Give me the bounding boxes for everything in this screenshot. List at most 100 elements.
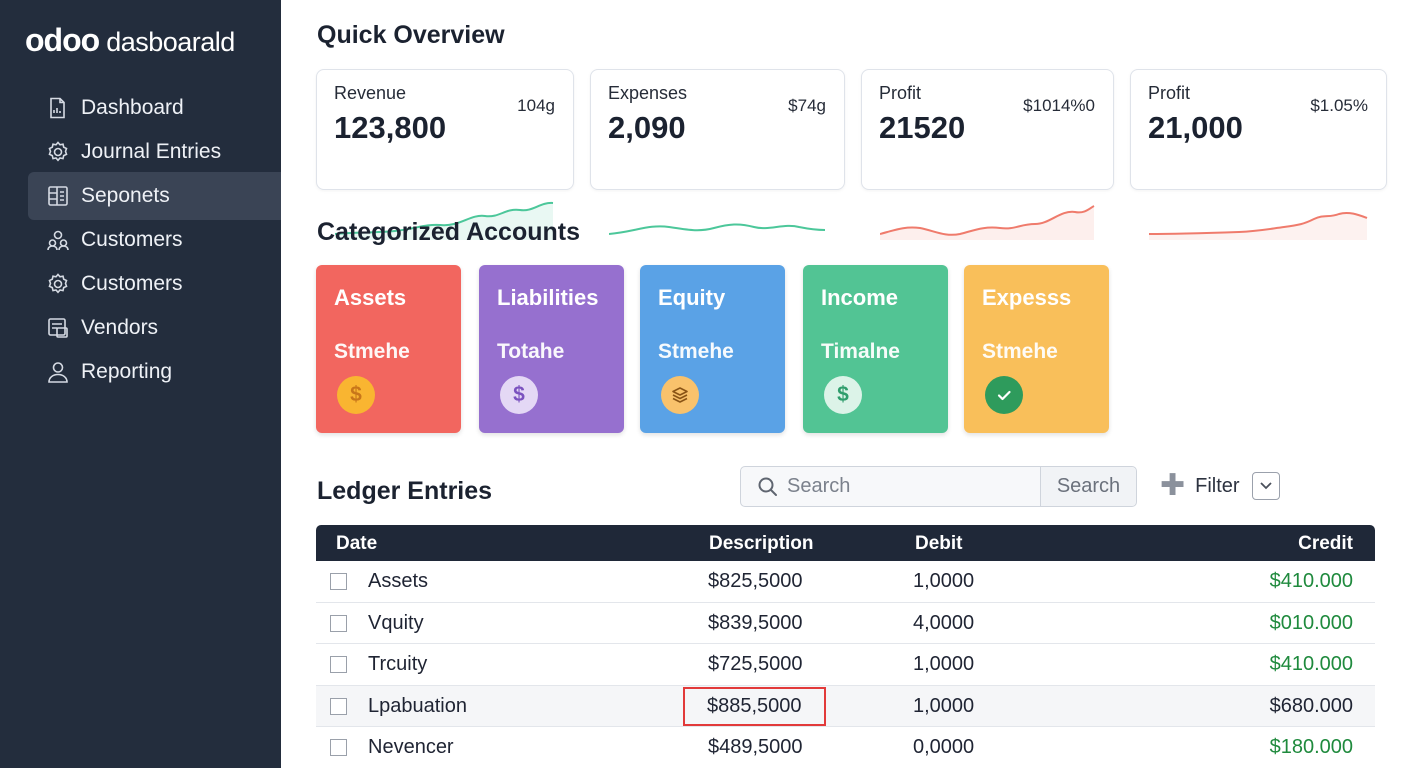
category-card-liabilities[interactable]: Liabilities Totahe $ [479,265,624,433]
cell-credit: $010.000 [1269,611,1353,634]
kpi-label: Expenses [608,83,688,103]
category-subtitle: Stmehe [334,340,410,363]
cell-debit: 1,0000 [913,694,975,717]
sidebar-item-label: Customers [81,228,183,251]
kpi-label: Profit [879,83,922,103]
sidebar-item-journal-entries[interactable]: Journal Entries [28,128,281,176]
filter-control[interactable]: ✚ Filter [1160,471,1280,501]
column-header-description[interactable]: Description [709,533,814,554]
cell-credit: $410.000 [1269,570,1353,592]
ledger-title: Ledger Entries [317,477,493,505]
sidebar-item-label: Journal Entries [81,140,222,163]
sidebar-item-label: Reporting [81,360,173,383]
category-subtitle: Stmehe [658,340,734,363]
cell-description: $825,5000 [708,570,803,592]
column-header-credit[interactable]: Credit [1298,533,1353,554]
document-chart-icon [45,95,71,121]
sidebar-item-customers[interactable]: Customers [28,216,281,264]
cell-debit: 1,0000 [913,570,975,592]
filter-dropdown-button[interactable] [1251,472,1280,500]
sidebar: odoo dasboarald Dashboard Journal Entrie… [0,0,281,768]
kpi-value: 21,000 [1148,110,1243,145]
logo-text: dasboarald [106,27,235,57]
dollar-coin-icon: $ [824,376,862,414]
category-subtitle: Totahe [497,340,565,363]
table-row[interactable]: Assets $825,5000 1,0000 $410.000 [316,561,1375,603]
cell-description-highlighted[interactable]: $885,5000 [683,686,826,726]
category-name: Expesss [982,285,1072,310]
dollar-coin-icon: $ [500,376,538,414]
table-row[interactable]: Vquity $839,5000 4,0000 $010.000 [316,602,1375,645]
search-bar: Search Search [740,466,1137,507]
row-checkbox[interactable] [330,656,347,674]
overview-title: Quick Overview [317,21,505,49]
kpi-card-profit[interactable]: Profit 21520 $1014%0 [861,69,1114,240]
table-row[interactable]: Trcuity $725,5000 1,0000 $410.000 [316,644,1375,686]
kpi-label: Profit [1148,83,1191,103]
cell-credit: $180.000 [1269,736,1353,759]
dollar-coin-icon: $ [337,376,375,414]
expenses-sparkline [609,223,826,235]
category-card-equity[interactable]: Equity Stmehe [640,265,785,433]
category-card-expenses[interactable]: Expesss Stmehe [964,265,1109,433]
user-icon [45,359,71,385]
vendor-card-icon [45,315,71,341]
sidebar-item-vendors[interactable]: Vendors [28,304,281,352]
users-icon [45,227,71,253]
row-checkbox[interactable] [330,573,347,590]
category-name: Income [821,285,899,310]
kpi-card-expenses[interactable]: Expenses 2,090 $74g [590,69,845,235]
cell-date: Vquity [368,611,424,634]
sidebar-item-label: Dashboard [81,96,184,119]
row-checkbox[interactable] [330,697,347,715]
sidebar-nav: Dashboard Journal Entries Seponets Custo… [28,84,281,392]
row-checkbox[interactable] [330,739,347,757]
row-checkbox[interactable] [330,614,347,632]
cell-description: $725,5000 [708,653,803,676]
search-button[interactable]: Search [1040,467,1136,506]
check-icon [985,376,1023,414]
category-name: Assets [334,285,407,310]
kpi-delta: 104g [517,96,555,115]
cell-date: Lpabuation [368,694,467,717]
kpi-delta: $1014%0 [1023,96,1095,115]
kpi-value: 21520 [879,110,966,145]
logo-mark: odoo [25,22,100,58]
cell-description: $839,5000 [708,611,803,634]
column-header-date[interactable]: Date [336,533,378,554]
category-card-assets[interactable]: Assets Stmehe $ [316,265,461,433]
column-header-debit[interactable]: Debit [915,533,963,554]
kpi-value: 2,090 [608,110,686,145]
kpi-card-profit-2[interactable]: Profit 21,000 $1.05% [1130,69,1387,240]
sidebar-item-dashboard[interactable]: Dashboard [28,84,281,132]
app-logo[interactable]: odoo dasboarald [25,22,235,59]
table-row[interactable]: Nevencer $489,5000 0,0000 $180.000 [316,727,1375,768]
sidebar-item-label: Vendors [81,316,159,339]
cell-debit: 0,0000 [913,736,975,759]
sidebar-item-label: Customers [81,272,183,295]
search-input[interactable]: Search [787,475,851,497]
kpi-value: 123,800 [334,110,447,145]
table-row-selected[interactable]: Lpabuation $885,5000 1,0000 $680.000 [316,685,1375,728]
sidebar-item-reporting[interactable]: Reporting [28,348,281,396]
category-card-income[interactable]: Income Timalne $ [803,265,948,433]
gear-icon [45,271,71,297]
layers-icon [661,376,699,414]
kpi-delta: $74g [788,96,826,115]
cell-date: Assets [368,570,429,592]
cell-credit: $680.000 [1269,694,1353,717]
cell-debit: 1,0000 [913,653,975,676]
sidebar-item-customers-2[interactable]: Customers [28,260,281,308]
cell-description: $489,5000 [708,736,803,759]
cell-date: Trcuity [368,653,428,676]
category-subtitle: Stmehe [982,340,1058,363]
kpi-card-revenue[interactable]: Revenue 123,800 104g [316,69,574,240]
kpi-delta: $1.05% [1310,96,1368,115]
cell-date: Nevencer [368,736,454,759]
cell-debit: 4,0000 [913,611,975,634]
filter-label: Filter [1195,474,1240,497]
categories-title: Categorized Accounts [317,218,581,246]
sidebar-item-seponets[interactable]: Seponets [28,172,281,220]
grid-list-icon [45,183,71,209]
revenue-sparkline [335,201,554,240]
